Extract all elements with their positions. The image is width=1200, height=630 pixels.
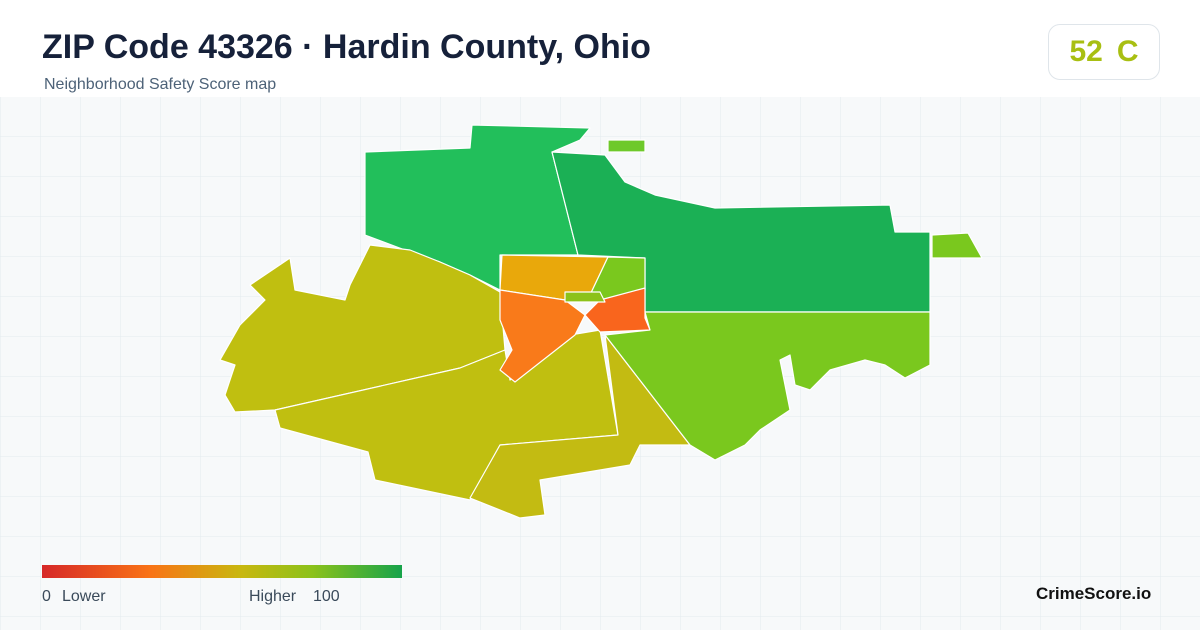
region bbox=[564, 291, 606, 303]
region bbox=[219, 244, 506, 413]
legend-max-label: Higher bbox=[249, 588, 297, 605]
header-bg bbox=[0, 0, 1200, 97]
brand: CrimeScore.io bbox=[1036, 584, 1152, 603]
legend-max: 100 bbox=[313, 588, 340, 605]
region bbox=[607, 139, 646, 153]
legend-gradient bbox=[42, 565, 402, 578]
region bbox=[931, 232, 983, 259]
score-badge: 52 C bbox=[1048, 24, 1160, 80]
legend-min-label: Lower bbox=[62, 588, 106, 605]
region bbox=[604, 311, 931, 461]
region bbox=[499, 289, 586, 383]
score-grade: C bbox=[1116, 35, 1139, 68]
subtitle: Neighborhood Safety Score map bbox=[44, 76, 277, 93]
title: ZIP Code 43326 · Hardin County, Ohio bbox=[42, 28, 651, 66]
region bbox=[469, 334, 691, 519]
score-value: 52 bbox=[1069, 35, 1103, 68]
legend-min: 0 bbox=[42, 588, 51, 605]
